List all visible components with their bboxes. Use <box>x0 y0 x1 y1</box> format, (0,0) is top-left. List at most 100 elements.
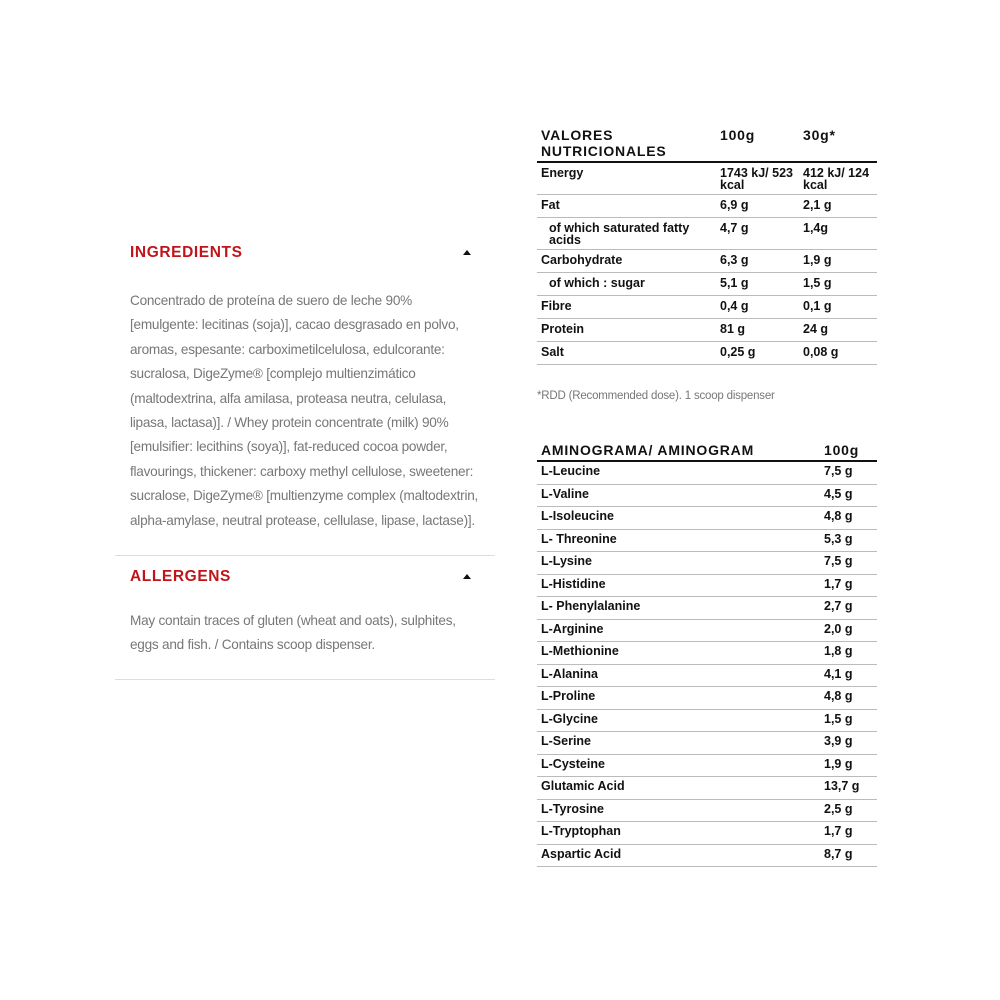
nutrient-name: of which : sugar <box>537 272 716 296</box>
amino-acid-name: L-Isoleucine <box>537 506 820 530</box>
nutrition-row: Fat 6,9 g 2,1 g <box>537 194 877 218</box>
product-info-accordion: INGREDIENTS Concentrado de proteína de s… <box>115 236 495 680</box>
aminogram-row: L-Glycine 1,5 g <box>537 709 877 732</box>
value-100g: 2,5 g <box>820 799 877 822</box>
nutrient-name: Carbohydrate <box>537 249 716 273</box>
value-100g: 1,7 g <box>820 574 877 597</box>
aminogram-header-100g: 100g <box>820 440 877 462</box>
nutrient-name: Fibre <box>537 295 716 319</box>
aminogram-row: L-Cysteine 1,9 g <box>537 754 877 777</box>
value-100g: 6,3 g <box>716 249 799 273</box>
ingredients-section: INGREDIENTS Concentrado de proteína de s… <box>115 236 495 557</box>
nutrition-row: Protein 81 g 24 g <box>537 318 877 342</box>
amino-acid-name: L-Valine <box>537 484 820 507</box>
value-100g: 1,9 g <box>820 754 877 777</box>
aminogram-row: Glutamic Acid 13,7 g <box>537 776 877 800</box>
amino-acid-name: L-Methionine <box>537 641 820 665</box>
value-100g: 2,7 g <box>820 596 877 620</box>
nutrient-name: of which saturated fatty acids <box>537 217 716 250</box>
aminogram-row: L-Lysine 7,5 g <box>537 551 877 575</box>
aminogram-header-label: AMINOGRAMA/ AMINOGRAM <box>537 440 820 462</box>
aminogram-row: L- Phenylalanine 2,7 g <box>537 596 877 620</box>
aminogram-row: L-Tyrosine 2,5 g <box>537 799 877 822</box>
allergens-section: ALLERGENS May contain traces of gluten (… <box>115 556 495 680</box>
nutrient-name: Fat <box>537 194 716 218</box>
amino-acid-name: L-Serine <box>537 731 820 755</box>
value-100g: 13,7 g <box>820 776 877 800</box>
value-100g: 4,8 g <box>820 686 877 710</box>
ingredients-toggle[interactable]: INGREDIENTS <box>130 244 243 261</box>
value-100g: 1,7 g <box>820 821 877 845</box>
value-100g: 0,25 g <box>716 341 799 365</box>
header-30g: 30g* <box>799 125 877 163</box>
aminogram-row: L-Valine 4,5 g <box>537 484 877 507</box>
nutrition-row: Carbohydrate 6,3 g 1,9 g <box>537 249 877 273</box>
amino-acid-name: L-Lysine <box>537 551 820 575</box>
aminogram-row: L-Alanina 4,1 g <box>537 664 877 687</box>
header-100g: 100g <box>716 125 799 163</box>
value-100g: 5,3 g <box>820 529 877 552</box>
nutrition-row: Fibre 0,4 g 0,1 g <box>537 295 877 319</box>
amino-acid-name: L-Tyrosine <box>537 799 820 822</box>
aminogram-table: AMINOGRAMA/ AMINOGRAM 100g L-Leucine 7,5 … <box>537 440 877 867</box>
nutrition-row: Salt 0,25 g 0,08 g <box>537 341 877 365</box>
amino-acid-name: L-Leucine <box>537 461 820 485</box>
value-100g: 1743 kJ/ 523 kcal <box>716 162 799 195</box>
nutrient-name: Energy <box>537 162 716 195</box>
amino-acid-name: L-Tryptophan <box>537 821 820 845</box>
value-100g: 4,8 g <box>820 506 877 530</box>
amino-acid-name: L-Arginine <box>537 619 820 642</box>
value-30g: 0,1 g <box>799 295 877 319</box>
amino-acid-name: L-Proline <box>537 686 820 710</box>
value-30g: 0,08 g <box>799 341 877 365</box>
amino-acid-name: Glutamic Acid <box>537 776 820 800</box>
value-30g: 2,1 g <box>799 194 877 218</box>
value-100g: 81 g <box>716 318 799 342</box>
amino-acid-name: L-Glycine <box>537 709 820 732</box>
nutrient-name: Salt <box>537 341 716 365</box>
value-100g: 6,9 g <box>716 194 799 218</box>
amino-acid-name: L- Phenylalanine <box>537 596 820 620</box>
value-100g: 3,9 g <box>820 731 877 755</box>
nutrition-header-label: VALORES NUTRICIONALES <box>537 125 716 163</box>
nutrition-row: of which : sugar 5,1 g 1,5 g <box>537 272 877 296</box>
amino-acid-name: L-Alanina <box>537 664 820 687</box>
nutrient-name: Protein <box>537 318 716 342</box>
nutrition-header: VALORES NUTRICIONALES 100g 30g* <box>537 125 877 163</box>
allergens-toggle[interactable]: ALLERGENS <box>130 568 231 586</box>
allergens-text: May contain traces of gluten (wheat and … <box>130 613 456 653</box>
value-100g: 7,5 g <box>820 461 877 485</box>
amino-acid-name: Aspartic Acid <box>537 844 820 867</box>
value-100g: 5,1 g <box>716 272 799 296</box>
aminogram-row: L-Isoleucine 4,8 g <box>537 506 877 530</box>
value-30g: 412 kJ/ 124 kcal <box>799 162 877 195</box>
amino-acid-name: L-Histidine <box>537 574 820 597</box>
caret-up-icon[interactable] <box>463 574 471 580</box>
aminogram-header: AMINOGRAMA/ AMINOGRAM 100g <box>537 440 877 462</box>
value-30g: 1,9 g <box>799 249 877 273</box>
amino-acid-name: L-Cysteine <box>537 754 820 777</box>
caret-up-icon[interactable] <box>463 250 471 255</box>
nutrition-footnote: *RDD (Recommended dose). 1 scoop dispens… <box>537 390 775 402</box>
aminogram-row: L-Arginine 2,0 g <box>537 619 877 642</box>
aminogram-row: L-Proline 4,8 g <box>537 686 877 710</box>
aminogram-row: Aspartic Acid 8,7 g <box>537 844 877 867</box>
aminogram-row: L-Methionine 1,8 g <box>537 641 877 665</box>
value-30g: 1,5 g <box>799 272 877 296</box>
aminogram-row: L-Histidine 1,7 g <box>537 574 877 597</box>
aminogram-row: L-Serine 3,9 g <box>537 731 877 755</box>
aminogram-row: L-Leucine 7,5 g <box>537 461 877 485</box>
value-100g: 4,5 g <box>820 484 877 507</box>
value-100g: 1,5 g <box>820 709 877 732</box>
value-100g: 4,1 g <box>820 664 877 687</box>
value-100g: 2,0 g <box>820 619 877 642</box>
value-100g: 1,8 g <box>820 641 877 665</box>
aminogram-row: L-Tryptophan 1,7 g <box>537 821 877 845</box>
value-100g: 8,7 g <box>820 844 877 867</box>
value-100g: 0,4 g <box>716 295 799 319</box>
value-30g: 1,4g <box>799 217 877 250</box>
aminogram-row: L- Threonine 5,3 g <box>537 529 877 552</box>
value-100g: 4,7 g <box>716 217 799 250</box>
nutrition-row: of which saturated fatty acids 4,7 g 1,4g <box>537 217 877 250</box>
nutrition-row: Energy 1743 kJ/ 523 kcal 412 kJ/ 124 kcal <box>537 162 877 195</box>
